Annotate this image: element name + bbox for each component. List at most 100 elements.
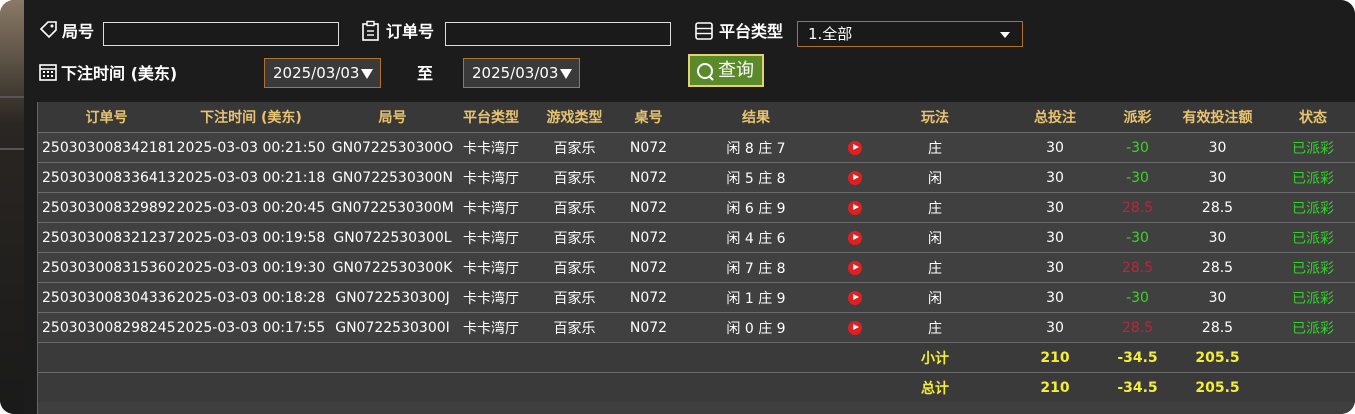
data-row: 250303008304336 2025-03-03 00:18:28 GN0722… (38, 282, 1355, 313)
summary-label: 总计 (870, 372, 1000, 402)
cell: 卡卡湾厅 (458, 222, 524, 253)
data-row: 250303008321237 2025-03-03 00:19:58 GN0722… (38, 222, 1355, 253)
summary-total-bet: 210 (1000, 342, 1110, 373)
round-input[interactable] (103, 22, 339, 46)
cell: 闲 5 庄 8 (672, 162, 840, 193)
cell: 闲 8 庄 7 (672, 132, 840, 163)
column-header: 状态 (1270, 102, 1355, 133)
summary-valid-bet: 205.5 (1165, 342, 1270, 373)
data-row: 250303008298245 2025-03-03 00:17:55 GN0722… (38, 312, 1355, 343)
cell: 闲 (870, 162, 1000, 193)
cell: 已派彩 (1270, 192, 1355, 223)
play-cell (840, 222, 870, 253)
summary-payout: -34.5 (1110, 372, 1165, 402)
cell: 百家乐 (524, 192, 625, 223)
play-cell (840, 192, 870, 223)
column-header: 平台类型 (458, 102, 524, 133)
cell: 250303008321237 (38, 222, 176, 253)
cell: 百家乐 (524, 222, 625, 253)
cell: 已派彩 (1270, 132, 1355, 163)
cell: 250303008336413 (38, 162, 176, 193)
cell: N072 (625, 282, 672, 313)
play-button[interactable] (848, 170, 862, 185)
column-header: 派彩 (1110, 102, 1165, 133)
query-text: 查询 (718, 60, 754, 81)
cell: 30 (1165, 222, 1270, 253)
blank-cell (38, 342, 870, 373)
column-header: 结果 (672, 102, 840, 133)
cell: GN0722530300I (327, 312, 458, 343)
cell: 庄 (870, 252, 1000, 283)
cell: 闲 0 庄 9 (672, 312, 840, 343)
play-button[interactable] (848, 320, 862, 335)
play-button[interactable] (848, 260, 862, 275)
side-strip (0, 0, 24, 414)
play-cell (840, 312, 870, 343)
cell: -30 (1110, 282, 1165, 313)
query-button[interactable]: 查询 (688, 54, 764, 87)
cell: 2025-03-03 00:19:58 (175, 222, 327, 253)
cell: 卡卡湾厅 (458, 192, 524, 223)
cell: -30 (1110, 162, 1165, 193)
cell: 闲 6 庄 9 (672, 192, 840, 223)
cell: GN0722530300K (327, 252, 458, 283)
cell: 卡卡湾厅 (458, 282, 524, 313)
play-cell (840, 252, 870, 283)
cell: GN0722530300O (327, 132, 458, 163)
cell: 百家乐 (524, 282, 625, 313)
cell: 30 (1165, 282, 1270, 313)
cell: 250303008342181 (38, 132, 176, 163)
cell: 2025-03-03 00:21:18 (175, 162, 327, 193)
cell: 已派彩 (1270, 282, 1355, 313)
clipboard-icon (362, 20, 379, 41)
order-input[interactable] (445, 22, 671, 46)
date-to[interactable]: 2025/03/03 (463, 58, 580, 88)
list-icon (695, 22, 713, 40)
calendar-icon (39, 64, 57, 81)
cell: 28.5 (1165, 192, 1270, 223)
cell: 已派彩 (1270, 312, 1355, 343)
cell: 百家乐 (524, 132, 625, 163)
cell: 2025-03-03 00:18:28 (175, 282, 327, 313)
cell: 闲 1 庄 9 (672, 282, 840, 313)
cell: -30 (1110, 222, 1165, 253)
summary-total-bet: 210 (1000, 372, 1110, 402)
play-cell (840, 282, 870, 313)
column-header: 局号 (327, 102, 458, 133)
cell: 30 (1000, 312, 1110, 343)
play-button[interactable] (848, 200, 862, 215)
dropdown-arrow (1000, 32, 1010, 38)
summary-payout: -34.5 (1110, 342, 1165, 373)
column-header: 订单号 (38, 102, 175, 133)
time-label: 下注时间 (美东) (61, 64, 178, 83)
play-button[interactable] (848, 230, 862, 245)
platform-value: 1.全部 (808, 25, 853, 43)
summary-label: 小计 (870, 342, 1000, 373)
cell: 30 (1000, 162, 1110, 193)
summary-valid-bet: 205.5 (1165, 372, 1270, 402)
cell: 卡卡湾厅 (458, 252, 524, 283)
cell: N072 (625, 222, 672, 253)
dropdown-arrow (361, 69, 373, 79)
column-header: 总投注 (1000, 102, 1110, 133)
play-cell (840, 132, 870, 163)
record-table: 订单号 下注时间 (美东) 局号 平台类型 游戏类型 桌号 结果 玩法 总投注 派彩 有效投注额 状态… (38, 102, 1355, 402)
play-button[interactable] (848, 290, 862, 305)
to-label: 至 (417, 64, 434, 83)
summary-row: 总计 210 -34.5 205.5 (38, 372, 1355, 402)
cell: N072 (625, 132, 672, 163)
cell: 28.5 (1110, 192, 1165, 223)
play-button[interactable] (848, 140, 862, 155)
blank-cell (1270, 342, 1355, 373)
blank-cell (1270, 372, 1355, 402)
cell: 百家乐 (524, 252, 625, 283)
order-label: 订单号 (386, 22, 435, 41)
date-from[interactable]: 2025/03/03 (264, 58, 381, 88)
platform-select[interactable]: 1.全部 (797, 21, 1023, 47)
cell: N072 (625, 192, 672, 223)
cell: GN0722530300J (327, 282, 458, 313)
cell: 闲 (870, 222, 1000, 253)
date-to-value: 2025/03/03 (472, 64, 559, 82)
cell: 250303008304336 (38, 282, 176, 313)
